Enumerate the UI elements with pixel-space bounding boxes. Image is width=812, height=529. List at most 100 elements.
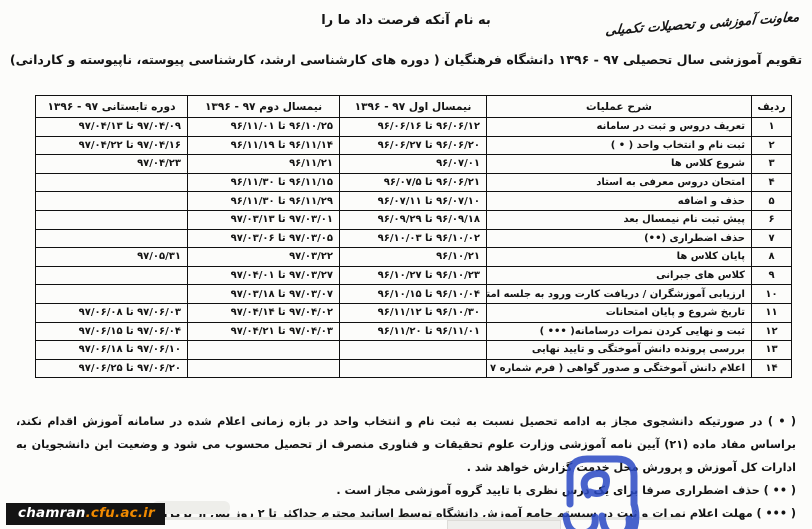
summer-date-cell: ۹۷/۰۴/۰۹ تا ۹۷/۰۴/۱۳ (35, 117, 188, 137)
header-row-number: ردیف (751, 95, 792, 118)
operation-cell: ارزیابی آموزشگران / دریافت کارت ورود به … (486, 284, 752, 304)
semester2-date-cell: ۹۷/۰۳/۰۱ تا ۹۷/۰۳/۱۳ (187, 209, 340, 230)
table-row: ۵ حذف و اضافه ۹۶/۰۷/۱۰ تا ۹۶/۰۷/۱۱ ۹۶/۱۱/۲۹… (35, 191, 792, 211)
semester1-date-cell (339, 358, 487, 379)
summer-date-cell: ۹۷/۰۴/۱۶ تا ۹۷/۰۴/۲۲ (35, 135, 188, 156)
semester2-date-cell: ۹۶/۱۱/۲۹ تا ۹۶/۱۱/۳۰ (187, 191, 340, 211)
summer-date-cell (35, 228, 188, 249)
summer-date-cell (35, 265, 188, 286)
semester2-date-cell: ۹۷/۰۴/۰۳ تا ۹۷/۰۴/۲۱ (187, 321, 340, 342)
row-number-cell: ۱۰ (751, 284, 792, 304)
summer-date-cell (35, 284, 188, 304)
semester2-date-cell: ۹۶/۱۱/۲۱ (187, 154, 340, 174)
operation-cell: امتحان دروس معرفی به استاد (486, 172, 752, 193)
header-semester1: نیمسال اول ۹۷ - ۱۳۹۶ (339, 95, 487, 118)
operation-cell: حذف و اضافه (486, 191, 752, 211)
semester1-date-cell: ۹۶/۰۶/۲۰ تا ۹۶/۰۶/۲۷ (339, 135, 487, 156)
semester2-date-cell: ۹۶/۱۰/۲۵ تا ۹۶/۱۱/۰۱ (187, 117, 340, 137)
row-number-cell: ۷ (751, 228, 792, 249)
table-row: ۲ ثبت نام و انتخاب واحد ( • ) ۹۶/۰۶/۲۰ تا … (35, 135, 792, 156)
watermark-site-name: chamran (18, 505, 86, 521)
operation-cell: تعریف دروس و ثبت در سامانه (486, 117, 752, 137)
semester2-date-cell: ۹۶/۱۱/۱۵ تا ۹۶/۱۱/۳۰ (187, 172, 340, 193)
summer-date-cell: ۹۷/۰۶/۰۴ تا ۹۷/۰۶/۱۵ (35, 321, 188, 342)
summer-date-cell: ۹۷/۰۶/۲۰ تا ۹۷/۰۶/۲۵ (35, 358, 188, 379)
summer-date-cell (35, 172, 188, 193)
semester2-date-cell: ۹۷/۰۴/۰۲ تا ۹۷/۰۴/۱۴ (187, 302, 340, 323)
table-row: ۴ امتحان دروس معرفی به استاد ۹۶/۰۶/۲۱ تا ۹… (35, 172, 792, 193)
row-number-cell: ۲ (751, 135, 792, 156)
operation-cell: بررسی پرونده دانش آموختگی و تایید نهایی (486, 340, 752, 360)
semester1-date-cell: ۹۶/۰۶/۱۲ تا ۹۶/۰۶/۱۶ (339, 117, 487, 137)
bismillah-line: به نام آنکه فرصت داد ما را (321, 13, 491, 28)
semester2-date-cell: ۹۷/۰۳/۲۲ (187, 247, 340, 267)
operation-cell: پایان کلاس ها (486, 247, 752, 267)
footnote-2: ( •• ) حذف اضطراری صرفا برای یک درس نظری… (336, 484, 796, 497)
table-row: ۷ حذف اضطراری (••) ۹۶/۱۰/۰۲ تا ۹۶/۱۰/۰۳ ۹۷/… (35, 228, 792, 249)
table-header: ردیف شرح عملیات نیمسال اول ۹۷ - ۱۳۹۶ نیم… (35, 95, 792, 118)
semester1-date-cell: ۹۶/۱۰/۰۲ تا ۹۶/۱۰/۰۳ (339, 228, 487, 249)
row-number-cell: ۵ (751, 191, 792, 211)
table-row: ۱۲ ثبت و نهایی کردن نمرات درسامانه( ••• )… (35, 321, 792, 342)
table-row: ۱۴ اعلام دانش آموختگی و صدور گواهی ( فرم … (35, 358, 792, 379)
semester1-date-cell: ۹۶/۱۰/۰۴ تا ۹۶/۱۰/۱۵ (339, 284, 487, 304)
operation-cell: اعلام دانش آموختگی و صدور گواهی ( فرم شم… (486, 358, 752, 379)
scan-smudge (152, 501, 230, 514)
table-row: ۸ پایان کلاس ها ۹۶/۱۰/۲۱ ۹۷/۰۳/۲۲ ۹۷/۰۵/۳۱ (35, 247, 792, 267)
row-number-cell: ۱۴ (751, 358, 792, 379)
summer-date-cell (35, 209, 188, 230)
page-title: تقویم آموزشی سال تحصیلی ۹۷ - ۱۳۹۶ دانشگا… (9, 52, 803, 67)
academic-calendar-table: ردیف شرح عملیات نیمسال اول ۹۷ - ۱۳۹۶ نیم… (35, 95, 792, 379)
table-row: ۱۳ بررسی پرونده دانش آموختگی و تایید نهای… (35, 340, 792, 360)
semester1-date-cell: ۹۶/۱۱/۰۱ تا ۹۶/۱۱/۲۰ (339, 321, 487, 342)
footnote-1: ( • ) در صورتیکه دانشجوی مجاز به ادامه ت… (16, 415, 797, 474)
row-number-cell: ۱۲ (751, 321, 792, 342)
semester2-date-cell: ۹۷/۰۳/۰۵ تا ۹۷/۰۳/۰۶ (187, 228, 340, 249)
table-header-row: ردیف شرح عملیات نیمسال اول ۹۷ - ۱۳۹۶ نیم… (35, 95, 792, 118)
row-number-cell: ۳ (751, 154, 792, 174)
site-watermark: chamran.cfu.ac.ir (6, 503, 165, 525)
semester1-date-cell: ۹۶/۰۷/۰۱ (339, 154, 487, 174)
row-number-cell: ۴ (751, 172, 792, 193)
table-row: ۱ تعریف دروس و ثبت در سامانه ۹۶/۰۶/۱۲ تا ۹… (35, 117, 792, 137)
semester1-date-cell: ۹۶/۱۰/۲۱ (339, 247, 487, 267)
row-number-cell: ۱۳ (751, 340, 792, 360)
operation-cell: ثبت نام و انتخاب واحد ( • ) (486, 135, 752, 156)
table-row: ۹ کلاس های جبرانی ۹۶/۱۰/۲۳ تا ۹۶/۱۰/۲۷ ۹۷/۰… (35, 265, 792, 286)
semester2-date-cell: ۹۶/۱۱/۱۴ تا ۹۶/۱۱/۱۹ (187, 135, 340, 156)
table-row: ۱۰ ارزیابی آموزشگران / دریافت کارت ورود ب… (35, 284, 792, 304)
semester1-date-cell: ۹۶/۱۰/۲۳ تا ۹۶/۱۰/۲۷ (339, 265, 487, 286)
row-number-cell: ۶ (751, 209, 792, 230)
row-number-cell: ۱۱ (751, 302, 792, 323)
row-number-cell: ۱ (751, 117, 792, 137)
operation-cell: تاریخ شروع و پایان امتحانات (486, 302, 752, 323)
scan-corner-artifact (447, 520, 561, 529)
calendar-table-body: ۱ تعریف دروس و ثبت در سامانه ۹۶/۰۶/۱۲ تا ۹… (35, 117, 792, 379)
summer-date-cell: ۹۷/۰۶/۱۰ تا ۹۷/۰۶/۱۸ (35, 340, 188, 360)
summer-date-cell: ۹۷/۰۴/۲۳ (35, 154, 188, 174)
semester1-date-cell: ۹۶/۰۹/۱۸ تا ۹۶/۰۹/۲۹ (339, 209, 487, 230)
semester1-date-cell: ۹۶/۱۰/۳۰ تا ۹۶/۱۱/۱۲ (339, 302, 487, 323)
header-semester2: نیمسال دوم ۹۷ - ۱۳۹۶ (187, 95, 340, 118)
summer-date-cell: ۹۷/۰۵/۳۱ (35, 247, 188, 267)
watermark-site-domain: .cfu.ac.ir (85, 505, 155, 521)
semester2-date-cell (187, 358, 340, 379)
semester1-date-cell: ۹۶/۰۶/۲۱ تا ۹۶/۰۷/۵ (339, 172, 487, 193)
semester2-date-cell (187, 340, 340, 360)
scan-streak (140, 517, 680, 520)
table-row: ۳ شروع کلاس ها ۹۶/۰۷/۰۱ ۹۶/۱۱/۲۱ ۹۷/۰۴/۲۳ (35, 154, 792, 174)
semester2-date-cell: ۹۷/۰۳/۰۷ تا ۹۷/۰۳/۱۸ (187, 284, 340, 304)
operation-cell: پیش ثبت نام نیمسال بعد (486, 209, 752, 230)
semester1-date-cell (339, 340, 487, 360)
row-number-cell: ۹ (751, 265, 792, 286)
operation-cell: کلاس های جبرانی (486, 265, 752, 286)
operation-cell: ثبت و نهایی کردن نمرات درسامانه( ••• ) (486, 321, 752, 342)
header-operation: شرح عملیات (486, 95, 752, 118)
semester1-date-cell: ۹۶/۰۷/۱۰ تا ۹۶/۰۷/۱۱ (339, 191, 487, 211)
summer-date-cell: ۹۷/۰۶/۰۳ تا ۹۷/۰۶/۰۸ (35, 302, 188, 323)
header-summer: دوره تابستانی ۹۷ - ۱۳۹۶ (35, 95, 188, 118)
operation-cell: شروع کلاس ها (486, 154, 752, 174)
table-row: ۱۱ تاریخ شروع و پایان امتحانات ۹۶/۱۰/۳۰ تا… (35, 302, 792, 323)
summer-date-cell (35, 191, 188, 211)
